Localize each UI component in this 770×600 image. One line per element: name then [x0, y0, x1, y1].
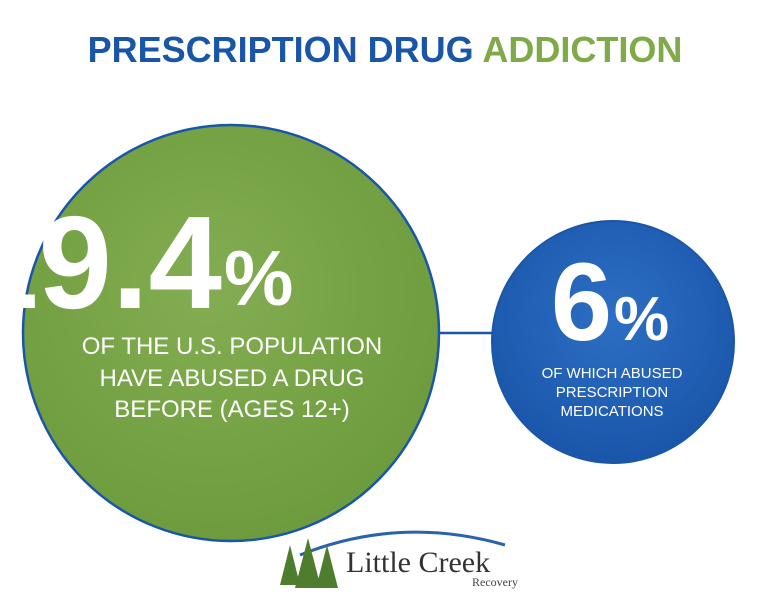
- stat-text: HAVE ABUSED A DRUG: [100, 365, 365, 392]
- stat-number: 19.4: [0, 189, 222, 336]
- logo-name: Little Creek: [346, 546, 490, 579]
- title: PRESCRIPTION DRUG ADDICTION: [88, 29, 683, 70]
- logo-trees: [280, 538, 338, 588]
- logo-tagline: Recovery: [472, 575, 518, 589]
- title-part: PRESCRIPTION DRUG: [88, 29, 474, 70]
- stat-text: OF THE U.S. POPULATION: [82, 333, 383, 360]
- stat-text: PRESCRIPTION: [556, 384, 669, 401]
- stat-text: MEDICATIONS: [560, 403, 663, 420]
- stat-text: OF WHICH ABUSED: [542, 365, 683, 382]
- stat-unit: %: [224, 234, 293, 322]
- stat-circle: [21, 123, 441, 543]
- logo-swoosh: [299, 530, 506, 557]
- stat-unit: %: [614, 285, 669, 354]
- logo: Little Creek Recovery: [280, 530, 518, 589]
- stat-number: 6: [551, 241, 612, 364]
- title-part: ADDICTION: [482, 29, 682, 70]
- stat-circle: [491, 220, 735, 464]
- stat-text: BEFORE (AGES 12+): [114, 396, 349, 423]
